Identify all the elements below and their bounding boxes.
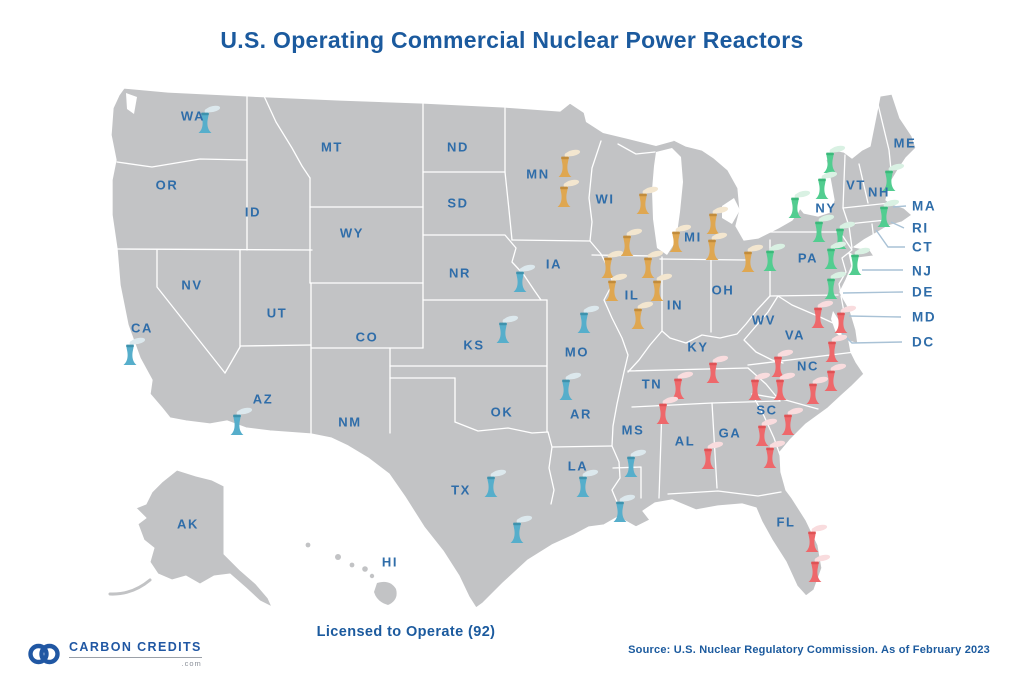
- callout-line-de: [842, 291, 904, 294]
- state-label-sc: SC: [756, 403, 777, 418]
- state-label-nc: NC: [797, 359, 819, 374]
- lake-michigan: [652, 148, 683, 255]
- state-label-pa: PA: [798, 251, 818, 266]
- callout-line-md: [848, 315, 902, 318]
- state-label-nr: NR: [449, 266, 471, 281]
- state-label-ms: MS: [622, 423, 645, 438]
- state-label-ny: NY: [815, 201, 836, 216]
- callout-label-ct: CT: [912, 240, 933, 255]
- state-label-ut: UT: [267, 306, 288, 321]
- state-label-mt: MT: [321, 140, 343, 155]
- state-label-tx: TX: [451, 483, 471, 498]
- state-label-wi: WI: [595, 192, 614, 207]
- callout-label-ma: MA: [912, 199, 936, 214]
- state-label-il: IL: [625, 288, 640, 303]
- state-label-ak: AK: [177, 517, 199, 532]
- licensed-to-operate-label: Licensed to Operate (92): [316, 624, 496, 640]
- state-label-ky: KY: [687, 340, 708, 355]
- state-label-vt: VT: [846, 178, 866, 193]
- state-label-nv: NV: [181, 278, 202, 293]
- state-label-az: AZ: [253, 392, 274, 407]
- carbon-credits-logo-icon: [28, 643, 60, 665]
- state-label-al: AL: [675, 434, 696, 449]
- state-label-sd: SD: [447, 196, 468, 211]
- lake-superior: [583, 110, 674, 146]
- state-label-ia: IA: [546, 257, 562, 272]
- state-label-tn: TN: [642, 377, 663, 392]
- callout-line-ct: [875, 229, 905, 248]
- state-label-oh: OH: [712, 283, 735, 298]
- state-label-ca: CA: [131, 321, 153, 336]
- alaska-landmass: [135, 469, 273, 608]
- logo-name: CARBON CREDITS: [69, 640, 202, 654]
- state-label-or: OR: [156, 178, 179, 193]
- lower48-landmass: [110, 87, 917, 609]
- carbon-credits-logo-text: CARBON CREDITS .com: [69, 640, 202, 668]
- state-label-wa: WA: [181, 109, 205, 124]
- state-label-mn: MN: [526, 167, 549, 182]
- carbon-credits-logo[interactable]: CARBON CREDITS .com: [26, 639, 202, 669]
- source-attribution: Source: U.S. Nuclear Regulatory Commissi…: [628, 644, 990, 656]
- state-label-va: VA: [785, 328, 805, 343]
- callout-label-dc: DC: [912, 335, 935, 350]
- state-label-la: LA: [568, 459, 589, 474]
- callout-label-ri: RI: [912, 221, 929, 236]
- state-label-ga: GA: [719, 426, 742, 441]
- state-label-mi: MI: [684, 230, 702, 245]
- logo-domain: .com: [181, 659, 202, 668]
- state-label-nh: NH: [868, 185, 890, 200]
- callout-line-ri: [890, 221, 905, 229]
- state-label-wy: WY: [340, 226, 364, 241]
- callout-line-ma: [892, 205, 907, 208]
- state-label-wv: WV: [752, 313, 776, 328]
- state-label-me: ME: [894, 136, 917, 151]
- callout-labels-layer: MA RI CT NJ DE MD DC: [912, 199, 936, 350]
- saginaw-bay: [722, 198, 740, 224]
- state-label-co: CO: [356, 330, 379, 345]
- hawaii-islands: [305, 542, 397, 605]
- state-borders-layer: [116, 93, 892, 505]
- callout-label-de: DE: [912, 285, 934, 300]
- callout-label-md: MD: [912, 310, 936, 325]
- state-label-nd: ND: [447, 140, 469, 155]
- state-label-fl: FL: [776, 515, 795, 530]
- page-title: U.S. Operating Commercial Nuclear Power …: [220, 27, 804, 53]
- state-label-hi: HI: [382, 555, 398, 570]
- state-label-ok: OK: [491, 405, 514, 420]
- state-labels-layer: WA OR ID MT WY NV UT CA AZ NM CO ND SD NR KS OK TX MN IA MO…: [131, 109, 917, 570]
- aleutian-islands: [108, 578, 152, 596]
- state-label-ar: AR: [570, 407, 592, 422]
- callout-label-nj: NJ: [912, 264, 932, 279]
- lakes-layer: [126, 93, 842, 338]
- state-label-ks: KS: [463, 338, 484, 353]
- land-layer: [108, 87, 917, 609]
- state-label-in: IN: [667, 298, 683, 313]
- state-label-nm: NM: [338, 415, 361, 430]
- puget-sound: [126, 93, 137, 114]
- logo-rule: [69, 657, 202, 658]
- state-label-mo: MO: [565, 345, 589, 360]
- state-label-id: ID: [245, 205, 261, 220]
